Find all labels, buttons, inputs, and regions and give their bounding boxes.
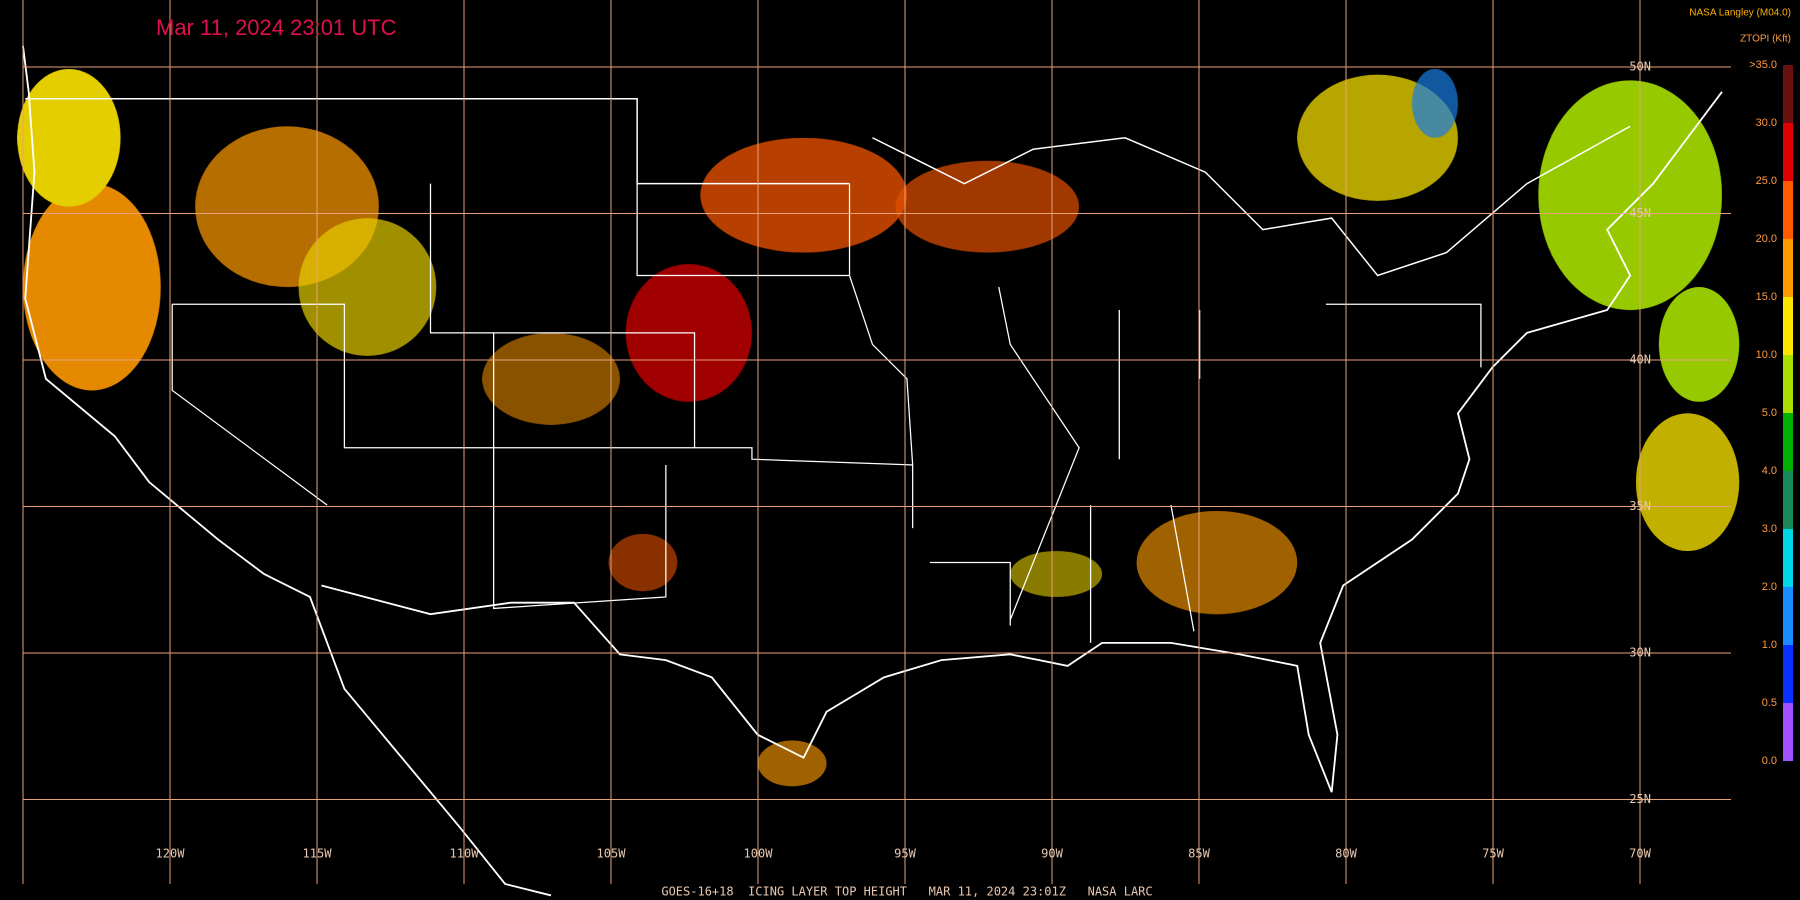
colorbar-label: 4.0 — [1762, 465, 1777, 477]
colorbar-segment — [1783, 529, 1793, 587]
latitude-label: 25N — [1629, 792, 1651, 806]
colorbar-label: 30.0 — [1756, 117, 1777, 129]
colorbar-segment — [1783, 703, 1793, 761]
colorbar-segment — [1783, 297, 1793, 355]
latitude-label: 40N — [1629, 353, 1651, 367]
colorbar-segment — [1783, 181, 1793, 239]
colorbar-label: 15.0 — [1756, 291, 1777, 303]
longitude-label: 100W — [744, 847, 774, 861]
latitude-label: 35N — [1629, 499, 1651, 513]
colorbar-segment — [1783, 239, 1793, 297]
colorbar-label: 2.0 — [1762, 581, 1777, 593]
longitude-label: 105W — [597, 847, 627, 861]
colorbar-segment — [1783, 65, 1793, 123]
colorbar-label: 10.0 — [1756, 349, 1777, 361]
latitude-label: 45N — [1629, 206, 1651, 220]
colorbar-label: 5.0 — [1762, 407, 1777, 419]
colorbar-label: 3.0 — [1762, 523, 1777, 535]
longitude-label: 70W — [1629, 847, 1651, 861]
colorbar-segment — [1783, 355, 1793, 413]
longitude-label: 80W — [1335, 847, 1357, 861]
colorbar-label: 20.0 — [1756, 233, 1777, 245]
cloud-field — [17, 68, 1740, 787]
longitude-label: 85W — [1188, 847, 1210, 861]
colorbar-segment — [1783, 645, 1793, 703]
longitude-label: 115W — [303, 847, 333, 861]
colorbar: >35.0 30.0 25.0 20.0 15.0 10.0 5.0 4.0 3.0 2.0 1.0… — [1749, 59, 1793, 767]
colorbar-segment — [1783, 471, 1793, 529]
longitude-label: 95W — [894, 847, 916, 861]
longitude-label: 120W — [156, 847, 186, 861]
colorbar-label: 25.0 — [1756, 175, 1777, 187]
colorbar-label: 0.0 — [1762, 755, 1777, 767]
coastline-borders — [22, 45, 1723, 897]
latitude-label: 30N — [1629, 646, 1651, 660]
latitude-label: 50N — [1629, 60, 1651, 74]
longitude-label: 90W — [1041, 847, 1063, 861]
variable-label: ZTOPI (Kft) — [1740, 34, 1791, 45]
colorbar-segment — [1783, 413, 1793, 471]
colorbar-segment — [1783, 123, 1793, 181]
colorbar-label: 0.5 — [1762, 697, 1777, 709]
colorbar-segment — [1783, 587, 1793, 645]
source-label: NASA Langley (M04.0) — [1689, 8, 1791, 19]
timestamp-title: Mar 11, 2024 23:01 UTC — [156, 15, 397, 40]
longitude-label: 75W — [1482, 847, 1504, 861]
graticule: 120W 115W 110W 105W 100W 95W 90W 85W 80W 75W 70W 50… — [22, 0, 1731, 884]
colorbar-label: >35.0 — [1749, 59, 1777, 71]
colorbar-label: 1.0 — [1762, 639, 1777, 651]
longitude-label: 110W — [450, 847, 480, 861]
footer: GOES-16+18 ICING LAYER TOP HEIGHT MAR 11… — [661, 885, 1152, 899]
